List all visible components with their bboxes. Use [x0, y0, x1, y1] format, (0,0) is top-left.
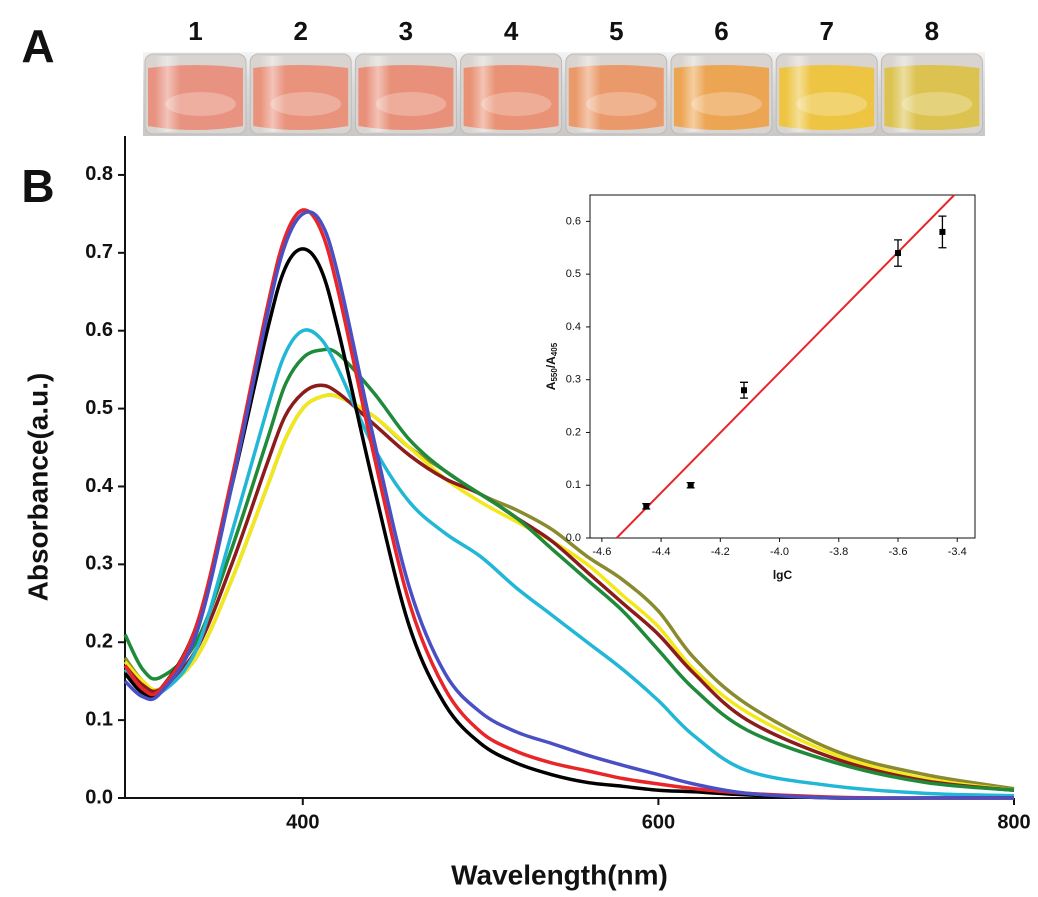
spectrum-line: [123, 393, 1015, 791]
y-axis-label-subscript: 550: [550, 368, 559, 382]
spectrum-line: [123, 393, 1015, 792]
data-point: [939, 228, 946, 235]
y-tick-label: 0.5: [85, 397, 113, 419]
y-tick-label: 0.5: [566, 268, 581, 280]
vial-label: 5: [609, 16, 623, 46]
y-tick-label: 0.7: [85, 241, 113, 263]
vial-glow: [165, 92, 236, 116]
spectrum-line: [123, 328, 1015, 798]
y-tick-label: 0.2: [85, 631, 113, 653]
inset-frame: [589, 194, 976, 539]
vial-label: 7: [819, 16, 833, 46]
spectrum-line: [123, 383, 1015, 792]
y-tick-label: 0.6: [566, 215, 581, 227]
y-tick-label: 0.6: [85, 319, 113, 341]
y-tick-label: 0.8: [85, 163, 113, 185]
vial-label: 2: [293, 16, 307, 46]
x-tick-label: -3.6: [889, 546, 908, 558]
x-axis-label: lgC: [773, 568, 793, 582]
vial-shine: [681, 56, 706, 132]
fit-line: [615, 194, 955, 539]
vial-label: 1: [188, 16, 202, 46]
panel-label: A: [21, 20, 54, 72]
vial-shine: [470, 56, 496, 132]
y-tick-label: 0.1: [85, 708, 113, 730]
vial-label: 6: [714, 16, 728, 46]
vial-glow: [691, 92, 762, 116]
vial-shine: [891, 56, 917, 132]
data-point: [895, 250, 901, 257]
data-point: [741, 387, 747, 394]
y-tick-label: 0.1: [566, 479, 581, 491]
y-tick-label: 0.3: [566, 374, 581, 386]
x-tick-label: -3.8: [829, 546, 848, 558]
vial-shine: [786, 56, 812, 132]
vial-glow: [586, 92, 657, 116]
x-tick-label: 800: [997, 811, 1030, 833]
data-point: [643, 503, 650, 510]
y-tick-label: 0.2: [566, 426, 581, 438]
x-tick-label: 400: [286, 811, 319, 833]
vial-label: 3: [399, 16, 413, 46]
y-axis-label-part: A: [544, 381, 558, 390]
vial-glow: [901, 92, 973, 116]
x-tick-label: -4.2: [711, 546, 730, 558]
vial-label: 8: [925, 16, 939, 46]
y-axis-label: Absorbance(a.u.): [22, 373, 53, 602]
y-axis-label: A550/A405: [544, 342, 558, 390]
x-tick-label: -4.4: [652, 546, 671, 558]
vial-glow: [375, 92, 447, 116]
spectrum-line: [123, 347, 1015, 792]
x-tick-label: -3.4: [948, 546, 967, 558]
spectrum-line: [123, 208, 1015, 800]
x-tick-label: -4.6: [592, 546, 611, 558]
vial-glow: [480, 92, 552, 116]
vial-shine: [260, 56, 286, 132]
vial-shine: [575, 56, 601, 132]
vial-shine: [365, 56, 391, 132]
x-tick-label: 600: [642, 811, 675, 833]
x-tick-label: -4.0: [770, 546, 789, 558]
vial-glow: [270, 92, 342, 116]
vial-shine: [155, 56, 180, 132]
y-tick-label: 0.0: [566, 532, 581, 544]
y-axis-label-subscript: 405: [550, 342, 559, 356]
vial-label: 4: [504, 16, 519, 46]
y-axis-label-part: /A: [544, 356, 558, 368]
y-tick-label: 0.4: [85, 475, 114, 497]
panel-label: B: [21, 160, 54, 212]
y-tick-label: 0.4: [566, 321, 581, 333]
x-axis-label: Wavelength(nm): [451, 859, 668, 890]
spectrum-line: [123, 210, 1014, 801]
data-point: [687, 482, 694, 489]
vial-glow: [796, 92, 868, 116]
y-tick-label: 0.0: [85, 786, 113, 808]
y-tick-label: 0.3: [85, 553, 113, 575]
